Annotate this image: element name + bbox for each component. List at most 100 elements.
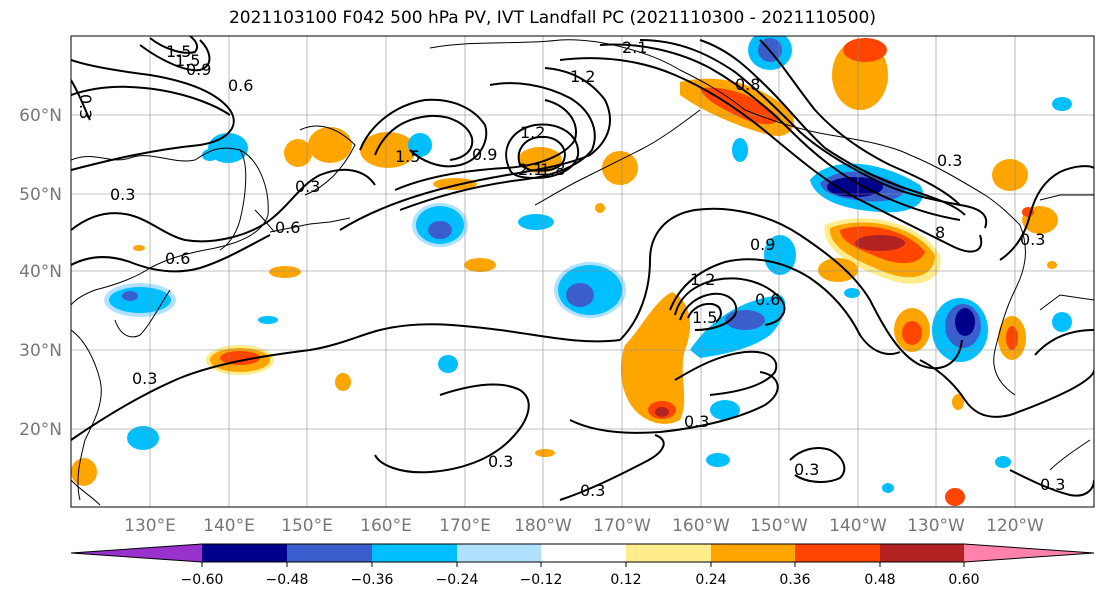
colorbar-segment bbox=[71, 544, 202, 562]
shade-33n-118w bbox=[1052, 312, 1072, 332]
contour-label: 0.3 bbox=[937, 151, 962, 170]
shade-ne-coast bbox=[992, 159, 1028, 191]
colorbar-segment bbox=[795, 544, 880, 562]
shade-47n-172w bbox=[595, 203, 605, 213]
map-title: 2021103100 F042 500 hPa PV, IVT Landfall… bbox=[228, 8, 876, 28]
contour-0.3-loop bbox=[674, 350, 778, 396]
colorbar-segment bbox=[457, 544, 541, 562]
colorbar-tick-label: 0.48 bbox=[864, 572, 895, 588]
contour-label: 0.3 bbox=[295, 177, 320, 196]
contour-coast-0.3 bbox=[1034, 329, 1094, 356]
colorbar-segment bbox=[880, 544, 964, 562]
colorbar-tick-label: 0.36 bbox=[779, 572, 810, 588]
shade-bering-w bbox=[360, 132, 416, 168]
contour-label: 1.5 bbox=[395, 147, 420, 166]
colorbar-segment bbox=[372, 544, 457, 562]
lon-label: 130°E bbox=[124, 516, 176, 536]
shade-ne-red bbox=[843, 38, 887, 62]
contour-label: 8 bbox=[935, 223, 945, 242]
contour-0.3-west bbox=[71, 79, 91, 121]
shade-40n-150e bbox=[269, 266, 301, 278]
colorbar-tick-label: 0.60 bbox=[948, 572, 979, 588]
shade-22n-130w bbox=[952, 394, 964, 410]
shade-45n-180 bbox=[518, 214, 554, 230]
contour-label: 0.3 bbox=[1040, 475, 1065, 494]
lon-label: 140°E bbox=[203, 516, 255, 536]
shade-15n-160w bbox=[706, 453, 730, 467]
coastlines bbox=[71, 39, 1094, 506]
colorbar-tick-label: 0.12 bbox=[610, 572, 641, 588]
lon-label: 170°W bbox=[593, 516, 651, 536]
shade-45n-core bbox=[428, 221, 452, 239]
contour-0.9-mid bbox=[394, 99, 577, 191]
shade-okhotsk2 bbox=[308, 127, 352, 163]
kamchatka bbox=[299, 125, 356, 196]
shade-32n-140w-core bbox=[902, 321, 922, 345]
shade-50n-core bbox=[827, 177, 883, 197]
contour-label: 1.5 bbox=[166, 42, 191, 61]
contour-0.6-japan bbox=[71, 168, 376, 243]
shade-50n-170e bbox=[433, 178, 477, 190]
contour-label: 0.3 bbox=[1020, 230, 1045, 249]
colorbar-tick-label: 0.24 bbox=[695, 572, 726, 588]
shade-17n-180 bbox=[535, 449, 555, 457]
alaska-coast bbox=[429, 39, 1021, 226]
contour-gulf-5 bbox=[759, 39, 961, 206]
lon-label: 130°W bbox=[907, 516, 965, 536]
shade-15n-125w bbox=[995, 456, 1011, 468]
lon-label: 150°E bbox=[281, 516, 333, 536]
contour-label: 1.5 bbox=[692, 308, 717, 327]
contour-label: 1.5 bbox=[175, 51, 200, 70]
shade-30n-core bbox=[220, 351, 260, 365]
colorbar-ticks bbox=[201, 562, 965, 567]
shade-ne-cyan bbox=[1052, 97, 1072, 111]
contour-2.1-ring bbox=[517, 135, 566, 172]
lon-label: 160°W bbox=[672, 516, 730, 536]
longitude-labels: 130°E 140°E 150°E 160°E 170°E 180°W 170°… bbox=[124, 516, 1044, 536]
sakhalin bbox=[219, 149, 247, 251]
lat-label: 50°N bbox=[19, 185, 62, 205]
contour-label: 0.9 bbox=[186, 60, 211, 79]
shade-35n-core bbox=[566, 283, 594, 307]
contour-nw-outer bbox=[71, 59, 235, 171]
contour-label: 1.8 bbox=[540, 160, 565, 179]
shade-36n-140w bbox=[844, 288, 860, 298]
shade-15n-125e bbox=[71, 458, 97, 486]
contour-0.9-east bbox=[674, 277, 786, 326]
colorbar-segment bbox=[711, 544, 795, 562]
contour-1.5-east bbox=[687, 302, 722, 323]
shade-32n-125w-core bbox=[1006, 326, 1018, 350]
kuril-islands bbox=[269, 217, 351, 233]
contour-label-group: 1.5 1.5 0.9 0.6 0.3 2.1 1.2 1.8 0.9 1.5 … bbox=[76, 38, 1065, 500]
contour-gulf-4 bbox=[699, 39, 966, 216]
contour-label: 1.2 bbox=[570, 67, 595, 86]
shade-20n-130e bbox=[127, 426, 159, 450]
pv-contours bbox=[71, 36, 1094, 501]
shade-33n-145e bbox=[258, 316, 278, 324]
contour-label: 0.6 bbox=[755, 290, 780, 309]
contour-label: 0.8 bbox=[735, 75, 760, 94]
contour-gulf-3 bbox=[639, 39, 988, 229]
contour-label: 1.2 bbox=[690, 270, 715, 289]
shade-40n-170e bbox=[464, 258, 496, 272]
shade-52n-155w bbox=[732, 138, 748, 162]
shade-25n-155e bbox=[335, 373, 351, 391]
contour-0.6-b bbox=[71, 234, 271, 273]
contour-label: 0.3 bbox=[580, 481, 605, 500]
contour-0.6-mid bbox=[399, 82, 596, 211]
border-mexico bbox=[1039, 294, 1094, 311]
contour-nw-0.6 bbox=[71, 85, 231, 116]
colorbar-segment bbox=[964, 544, 1094, 562]
contour-label: 1.2 bbox=[520, 123, 545, 142]
contour-0.3-south bbox=[71, 323, 621, 441]
shade-52n-170w bbox=[602, 151, 638, 185]
aleutians bbox=[534, 109, 701, 206]
lon-label: 140°W bbox=[829, 516, 887, 536]
contour-0.3-sub bbox=[569, 371, 779, 434]
contour-0.3-mex bbox=[919, 359, 1094, 418]
shade-38n-145w bbox=[818, 258, 858, 282]
shade-japan bbox=[109, 287, 171, 313]
colorbar-segment bbox=[287, 544, 372, 562]
contour-label: 0.3 bbox=[110, 185, 135, 204]
